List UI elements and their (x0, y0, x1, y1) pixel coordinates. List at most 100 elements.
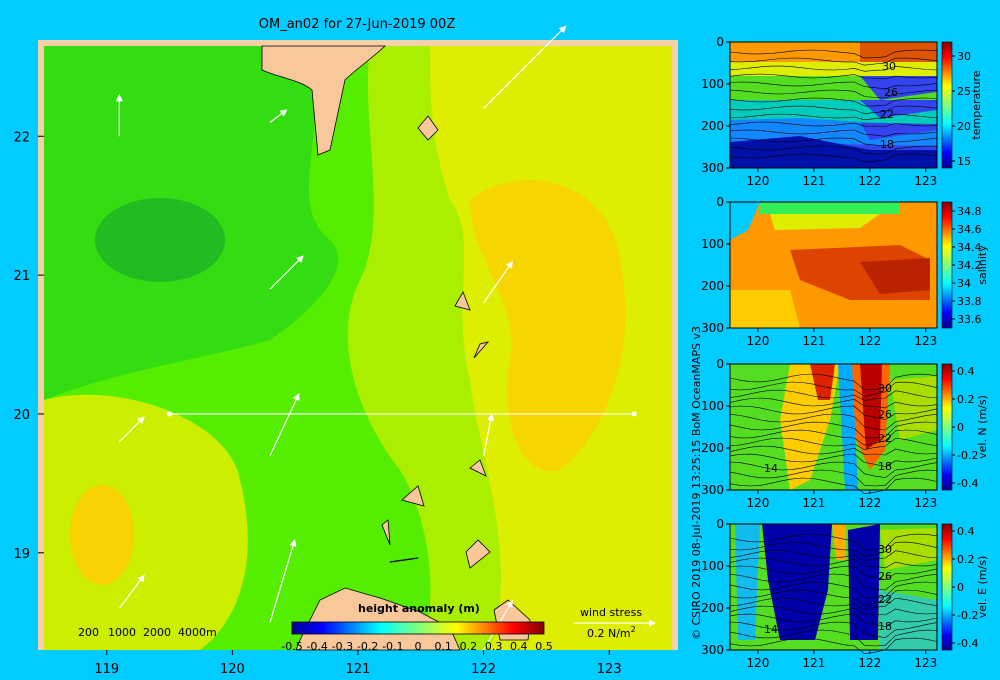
contour-line (729, 97, 938, 107)
vel-n-axes: 120 121 122 123 0 100 200 300 (701, 357, 937, 510)
depth-legend-4000m: 4000m (178, 626, 217, 639)
vel-e-layer (880, 590, 937, 650)
x-tick-label: 120 (220, 662, 245, 677)
contour-line (729, 373, 938, 391)
map-high-anomaly-sw (70, 485, 134, 585)
y-tick-label: 22 (13, 130, 30, 145)
depth-legend-2000: 2000 (143, 626, 171, 639)
vel-e-layer (762, 524, 832, 640)
y-tick-label: 20 (13, 408, 30, 423)
colorbar-tick-label: 0.1 (434, 640, 452, 653)
colorbar-tick-label: -0.2 (957, 449, 978, 462)
x-tick-label: 121 (802, 496, 825, 510)
depth-legend-1000: 1000 (108, 626, 136, 639)
map-low-anomaly (95, 198, 225, 282)
contour-label: 22 (878, 593, 892, 606)
island (401, 485, 425, 507)
contour-line (729, 113, 938, 121)
island (454, 291, 471, 311)
x-tick-label: 120 (747, 334, 770, 348)
contour-line (729, 597, 938, 610)
wind-stress-label: wind stress (580, 606, 642, 619)
salinity-layer (770, 214, 880, 230)
vel-n-contours (729, 373, 938, 495)
vel-e-colorbar-ticks: -0.4 -0.2 0 0.2 0.4 (952, 525, 978, 650)
y-tick-label: 100 (701, 77, 724, 91)
colorbar-tick-label: 34 (957, 277, 971, 290)
vel-e-layer (832, 524, 846, 560)
vel-n-layer (860, 364, 882, 450)
contour-line (729, 65, 938, 72)
transect-end-marker (631, 411, 637, 417)
contour-label: 30 (882, 60, 896, 73)
contour-label: 22 (878, 432, 892, 445)
x-tick-label: 122 (858, 334, 881, 348)
contour-label: 18 (878, 460, 892, 473)
contour-line (729, 437, 938, 450)
wind-arrow (118, 416, 145, 443)
x-tick-label: 123 (597, 662, 622, 677)
contour-label: 30 (878, 382, 892, 395)
wind-arrow (269, 539, 297, 623)
wind-arrow (483, 25, 567, 109)
x-tick-label: 123 (914, 174, 937, 188)
wind-arrow (269, 393, 300, 456)
y-tick-label: 200 (701, 279, 724, 293)
contour-label: 14 (764, 462, 778, 475)
colorbar-tick-label: -0.2 (957, 609, 978, 622)
wind-arrow (483, 260, 513, 304)
vel-e-contours (729, 533, 938, 655)
map-panel: 119 120 121 122 123 19 20 21 22 200 1000 2000 40… (13, 25, 678, 677)
y-tick-label: 300 (701, 483, 724, 497)
x-tick-label: 120 (747, 656, 770, 670)
y-tick-label: 0 (716, 357, 724, 371)
contour-line (729, 389, 938, 401)
land-taiwan (261, 45, 387, 156)
temperature-layer (730, 62, 937, 76)
temperature-layer (860, 42, 937, 66)
contour-line (729, 637, 938, 655)
island (381, 519, 391, 546)
colorbar-tick-label: -0.4 (306, 640, 327, 653)
vel-n-layer (810, 364, 835, 400)
vel-n-panel: 14 30 26 22 18 120 121 122 123 0 100 200 300 -0… (701, 357, 989, 510)
salinity-axes: 120 121 122 123 0 100 200 300 (701, 195, 937, 348)
wind-arrow (269, 255, 304, 290)
salinity-layer (730, 202, 760, 240)
contour-label: 30 (878, 543, 892, 556)
contour-line (729, 605, 938, 616)
wind-arrow (483, 413, 495, 456)
colorbar-tick-label: 33.8 (957, 295, 982, 308)
colorbar-tick-label: 33.6 (957, 313, 982, 326)
vel-e-panel: 14 30 26 22 18 120 121 122 123 0 100 200 300 -0… (701, 517, 989, 670)
x-tick-label: 119 (94, 662, 119, 677)
contour-line (729, 129, 938, 137)
temperature-colorbar (941, 41, 953, 169)
colorbar-tick-label: -0.4 (957, 637, 978, 650)
y-tick-label: 100 (701, 559, 724, 573)
colorbar-tick-label: 0.3 (485, 640, 503, 653)
x-tick-label: 122 (471, 662, 496, 677)
colorbar-tick-label: 0 (415, 640, 422, 653)
contour-line (729, 413, 938, 431)
contour-label: 18 (878, 620, 892, 633)
colorbar-ticks: -0.5 -0.4 -0.3 -0.2 -0.1 0 0.1 0.2 0.3 0.4 0.5 (281, 640, 552, 653)
contour-label: 22 (880, 108, 894, 121)
y-tick-label: 0 (716, 517, 724, 531)
x-tick-label: 122 (858, 496, 881, 510)
salinity-colorbar-label: salinity (976, 245, 989, 285)
contour-line (729, 81, 938, 90)
colorbar-tick-label: -0.2 (357, 640, 378, 653)
contour-line (729, 453, 938, 467)
colorbar-tick-label: 34.2 (957, 259, 982, 272)
colorbar-tick-label: 34.4 (957, 241, 982, 254)
y-tick-label: 21 (13, 269, 30, 284)
contour-label: 14 (764, 623, 778, 636)
contour-line (729, 461, 938, 479)
contour-label: 26 (878, 570, 892, 583)
y-tick-label: 19 (13, 547, 30, 562)
y-tick-label: 200 (701, 441, 724, 455)
salinity-layer (860, 258, 930, 294)
wind-arrows (115, 25, 567, 651)
